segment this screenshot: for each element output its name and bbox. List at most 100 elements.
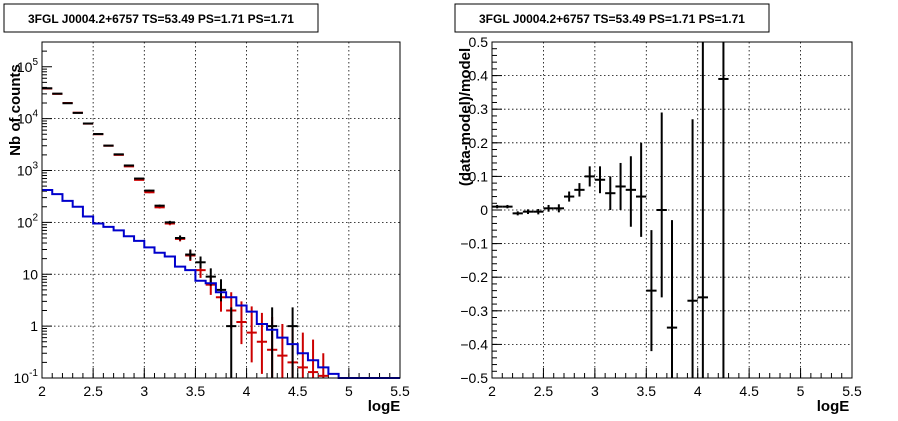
data-point: [103, 144, 114, 147]
y-tick-label: 104: [17, 109, 39, 127]
y-tick-base: 10: [17, 59, 33, 75]
title-box-frame: [3, 3, 319, 33]
y-tick-label: −0.1: [460, 236, 488, 252]
y-tick-base: 10: [22, 266, 38, 282]
data-point: [236, 301, 247, 345]
y-tick-base: 10: [17, 214, 33, 230]
residuals-panel: 2 2.5 3 3.5 4 4.5 5 5.5 −0.5 −0.4 −0.3 −0.2 −0.1 0 0.1…: [454, 3, 862, 415]
y-axis-label: Nb of counts: [7, 64, 24, 156]
data-point: [52, 92, 63, 95]
counts-spectrum-panel: 2 2.5 3 3.5 4 4.5 5 5.510-11101021031041053FGL …: [3, 3, 410, 415]
y-tick-base: 10: [14, 370, 30, 386]
series-1: [42, 87, 298, 378]
data-point: [267, 307, 278, 378]
data-point: [605, 176, 616, 210]
y-tick-label: −0.4: [460, 336, 488, 352]
y-tick-label: −0.2: [460, 269, 488, 285]
y-tick-label: 0.5: [469, 34, 489, 50]
y-tick-base: 1: [30, 318, 38, 334]
data-point: [615, 162, 626, 210]
data-point: [533, 208, 544, 215]
data-point: [318, 353, 329, 378]
x-tick-label: 4.5: [288, 383, 308, 399]
y-tick-base: 10: [17, 163, 33, 179]
model-step-line: [42, 189, 400, 379]
data-point: [144, 191, 155, 194]
x-axis-label: logE: [368, 398, 401, 415]
plot-frame: [41, 41, 401, 379]
data-point: [594, 166, 606, 194]
data-point: [697, 42, 708, 378]
data-point: [522, 209, 534, 215]
data-point: [123, 164, 135, 167]
x-tick-label: 3.5: [637, 383, 657, 399]
data-point: [502, 204, 513, 209]
data-point: [72, 111, 83, 114]
data-point: [174, 235, 186, 241]
y-tick-label: 0.1: [469, 168, 489, 184]
data-point: [82, 122, 94, 125]
plot-frame: [491, 41, 853, 379]
data-point: [277, 323, 288, 378]
data-point: [492, 204, 503, 209]
y-tick-label: 0.4: [469, 68, 489, 84]
data-point: [246, 306, 257, 363]
y-tick-label: 105: [17, 57, 39, 75]
series-0: [492, 42, 729, 378]
data-point: [215, 279, 227, 302]
data-point: [307, 339, 319, 378]
y-tick-exponent: 3: [32, 161, 38, 172]
plot-area: [42, 42, 400, 378]
x-tick-label: 5.5: [390, 383, 410, 399]
data-point: [154, 204, 165, 207]
data-point: [144, 189, 155, 192]
data-point: [297, 332, 308, 378]
y-tick-label: 10-1: [14, 368, 39, 386]
x-tick-label: 4: [243, 383, 251, 399]
x-tick-label: 3: [140, 383, 148, 399]
x-tick-label: 3: [591, 383, 599, 399]
data-point: [93, 133, 104, 136]
title-box-frame: [454, 3, 770, 33]
data-point: [134, 177, 145, 180]
y-tick-label: 103: [17, 161, 39, 179]
chart-title: 3FGL J0004.2+6757 TS=53.49 PS=1.71 PS=1.…: [479, 12, 745, 26]
y-tick-label: 0: [480, 202, 488, 218]
y-tick-label: 102: [17, 212, 39, 230]
data-point: [195, 256, 206, 269]
data-point: [625, 156, 636, 227]
y-tick-label: 10: [22, 266, 38, 282]
x-tick-label: 2.5: [534, 383, 554, 399]
data-point: [646, 230, 657, 352]
x-tick-label: 4: [694, 383, 702, 399]
y-tick-label: −0.5: [460, 370, 488, 386]
data-point: [113, 153, 124, 156]
x-tick-label: 2.5: [83, 383, 103, 399]
data-point: [226, 307, 237, 378]
data-point: [687, 119, 698, 378]
y-axis-label: (data-model)/model: [457, 48, 474, 186]
y-tick-exponent: -1: [29, 368, 38, 379]
y-tick-exponent: 2: [32, 212, 38, 223]
y-tick-exponent: 4: [32, 109, 38, 120]
data-point: [164, 220, 175, 225]
data-point: [718, 42, 729, 378]
series-2: [42, 189, 400, 379]
y-tick-label: 1: [30, 318, 38, 334]
x-tick-label: 4.5: [739, 383, 759, 399]
data-point: [666, 220, 678, 378]
data-point: [656, 112, 667, 298]
y-tick-label: 0.3: [469, 101, 489, 117]
data-point: [584, 166, 595, 187]
y-tick-base: 10: [17, 111, 33, 127]
title-box: 3FGL J0004.2+6757 TS=53.49 PS=1.71 PS=1.…: [454, 3, 770, 33]
data-point: [185, 249, 196, 260]
data-point: [512, 211, 523, 216]
y-tick-exponent: 5: [32, 57, 38, 68]
data-point: [636, 142, 647, 237]
data-point: [287, 307, 298, 378]
x-tick-label: 3.5: [186, 383, 206, 399]
data-point: [543, 204, 554, 212]
data-point: [564, 191, 575, 202]
